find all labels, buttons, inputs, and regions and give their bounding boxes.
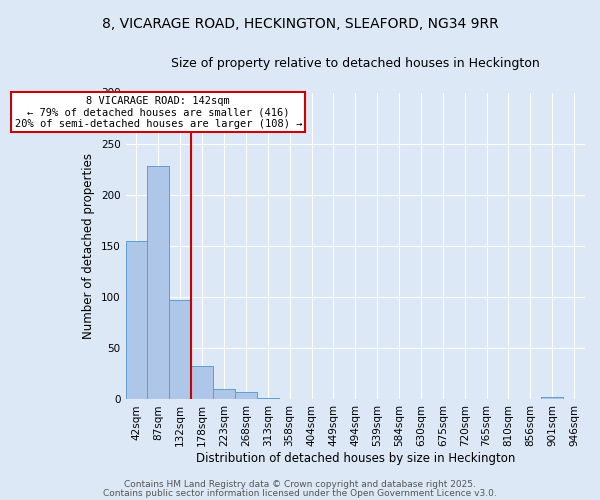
Bar: [169, 300, 191, 400]
Text: 8, VICARAGE ROAD, HECKINGTON, SLEAFORD, NG34 9RR: 8, VICARAGE ROAD, HECKINGTON, SLEAFORD, …: [101, 18, 499, 32]
Bar: [148, 166, 169, 400]
Text: Contains HM Land Registry data © Crown copyright and database right 2025.: Contains HM Land Registry data © Crown c…: [124, 480, 476, 489]
Bar: [235, 392, 257, 400]
X-axis label: Distribution of detached houses by size in Heckington: Distribution of detached houses by size …: [196, 452, 515, 465]
Title: Size of property relative to detached houses in Heckington: Size of property relative to detached ho…: [171, 58, 539, 70]
Bar: [213, 389, 235, 400]
Text: Contains public sector information licensed under the Open Government Licence v3: Contains public sector information licen…: [103, 488, 497, 498]
Bar: [257, 398, 278, 400]
Y-axis label: Number of detached properties: Number of detached properties: [82, 153, 95, 339]
Text: 8 VICARAGE ROAD: 142sqm
← 79% of detached houses are smaller (416)
20% of semi-d: 8 VICARAGE ROAD: 142sqm ← 79% of detache…: [14, 96, 302, 129]
Bar: [541, 398, 563, 400]
Bar: [191, 366, 213, 400]
Bar: [125, 241, 148, 400]
